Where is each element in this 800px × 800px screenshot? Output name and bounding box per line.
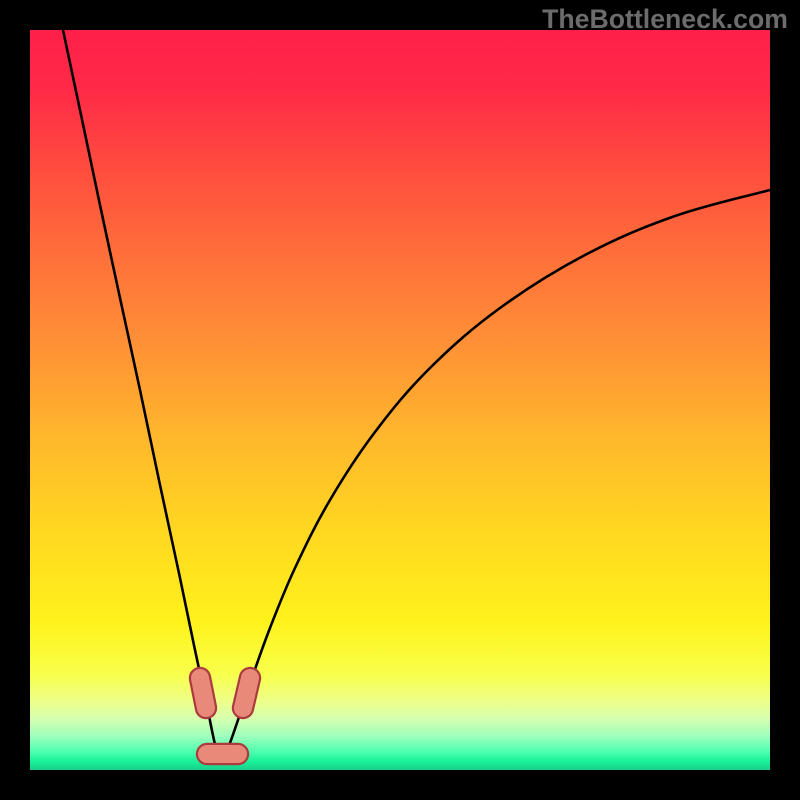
data-marker <box>243 678 250 708</box>
plot-area <box>30 30 770 770</box>
chart-svg <box>30 30 770 770</box>
chart-frame: TheBottleneck.com <box>0 0 800 800</box>
data-marker <box>200 678 206 708</box>
watermark-text: TheBottleneck.com <box>542 4 788 35</box>
